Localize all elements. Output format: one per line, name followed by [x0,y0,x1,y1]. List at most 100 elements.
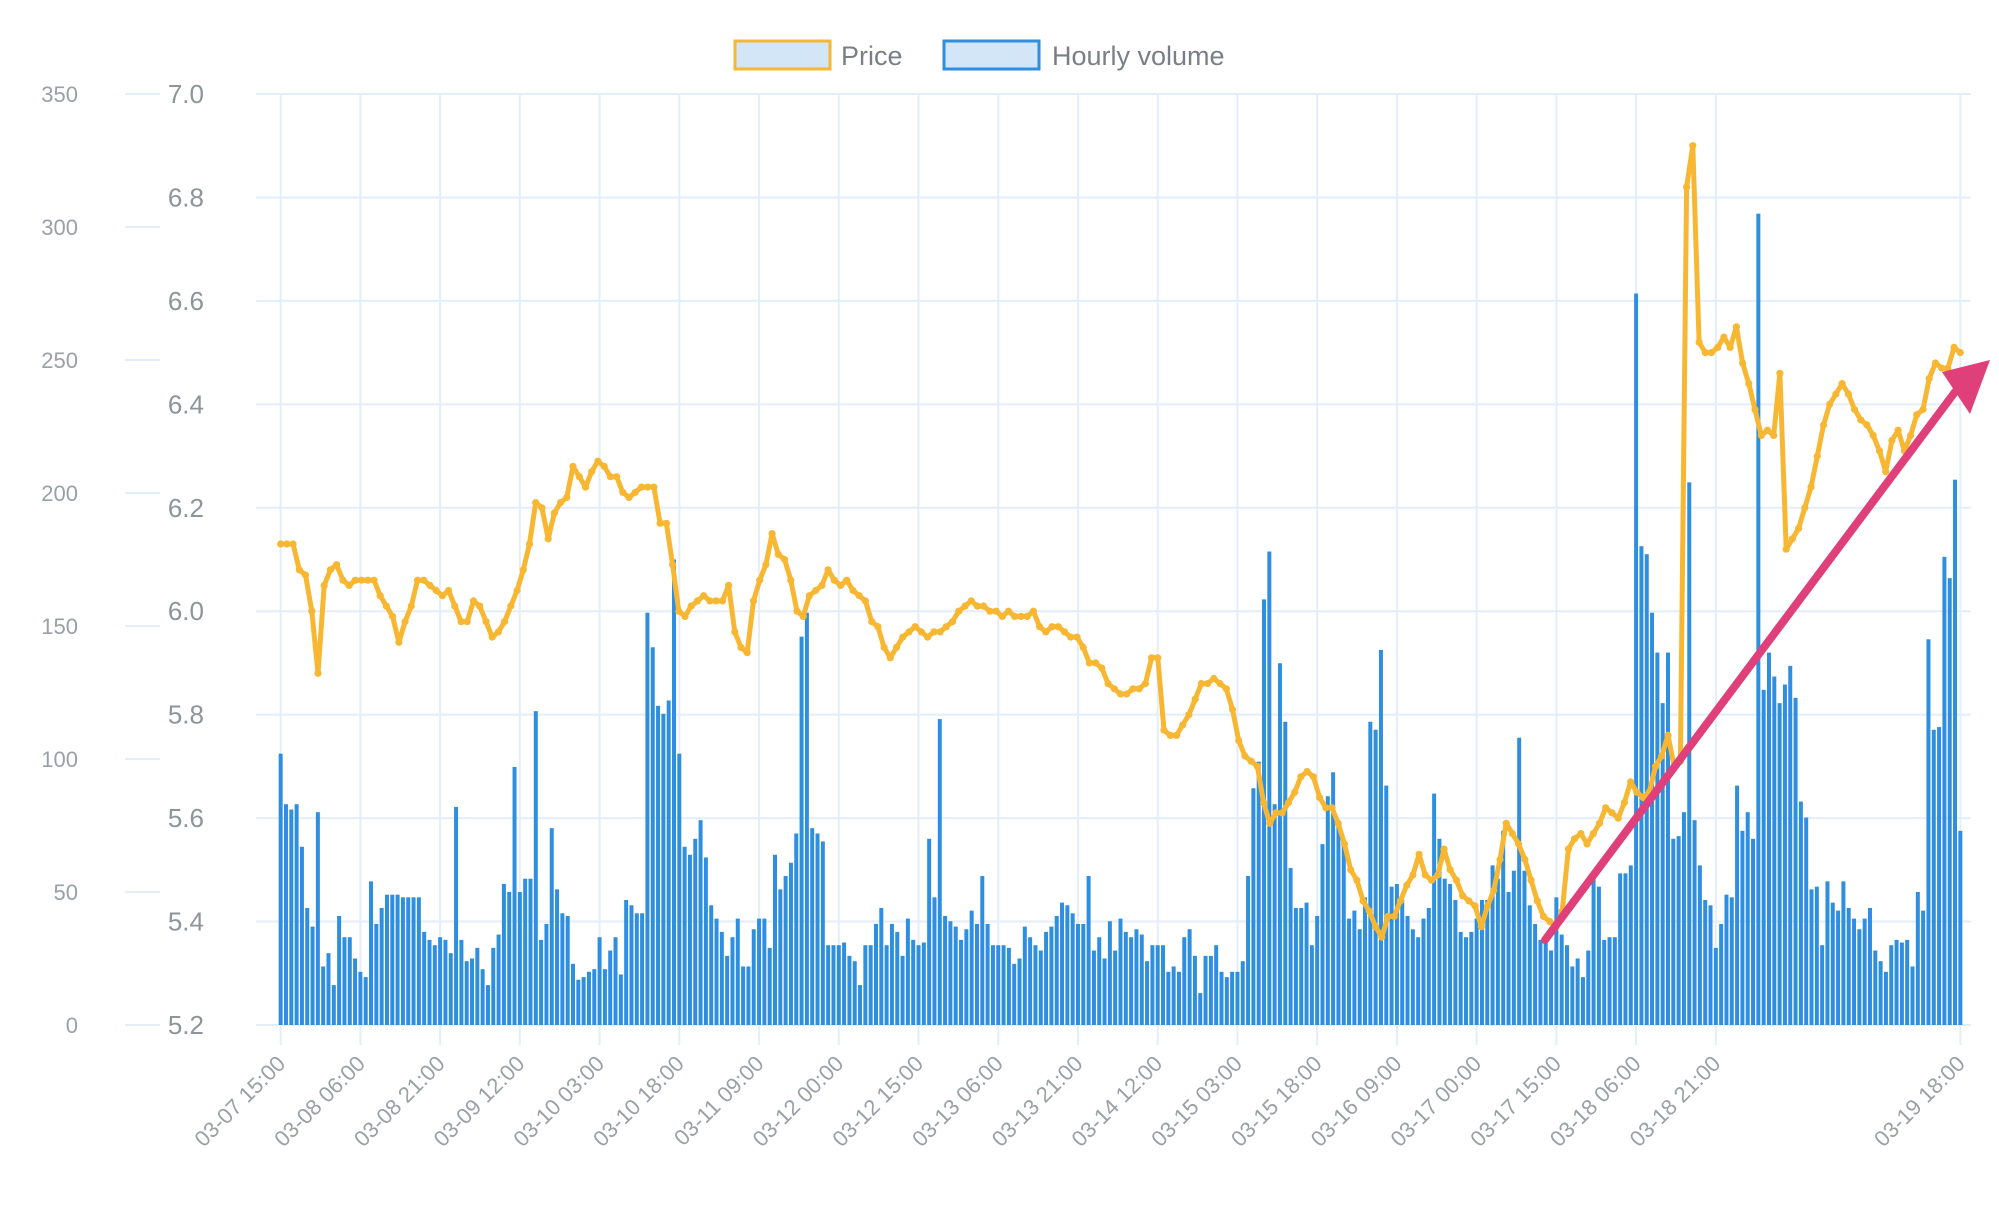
price-point [1701,349,1709,357]
volume-bar [1006,947,1011,1025]
volume-bar [1517,737,1522,1025]
volume-bar [358,971,363,1025]
volume-bar [555,889,560,1025]
price-point [1415,850,1423,858]
volume-bar [512,766,517,1025]
volume-bar [581,977,586,1025]
price-point [874,623,882,631]
price-point [1533,897,1541,905]
price-point [731,628,739,636]
price-point [1583,840,1591,848]
volume-bar [1394,884,1399,1025]
volume-bar [810,828,815,1025]
volume-bar [1086,876,1091,1025]
price-point [781,555,789,564]
volume-bar [416,897,421,1025]
volume-bar [427,939,432,1025]
price-point [1241,752,1249,760]
price-point [376,592,384,600]
price-point [1508,830,1516,838]
price-point [1813,452,1821,460]
volume-bar [1804,817,1809,1025]
y-right-tick-label: 6.6 [168,286,204,316]
price-point [1322,804,1330,812]
volume-bar [411,897,416,1025]
volume-bar [1809,889,1814,1025]
y-left-tick-label: 150 [41,614,78,639]
volume-bar [1751,838,1756,1025]
volume-bar [1097,937,1102,1025]
price-point [401,618,409,626]
volume-bar [937,719,942,1025]
volume-bar [868,945,873,1025]
volume-bar [1628,865,1633,1025]
price-point [1260,799,1268,807]
price-point [600,462,608,470]
volume-bar [1176,971,1181,1025]
volume-bar [1432,793,1437,1025]
volume-bar [650,647,655,1025]
volume-bar [560,913,565,1025]
price-point [581,483,590,491]
volume-bar [1650,612,1655,1025]
volume-bar [278,753,283,1025]
volume-bar [1554,897,1559,1025]
volume-bar [1453,899,1458,1025]
volume-bar [762,918,767,1025]
price-point [1316,793,1324,802]
price-point [1539,912,1548,921]
volume-bar [985,923,990,1025]
volume-bar [1676,836,1681,1025]
volume-bar [826,945,831,1025]
price-point [345,581,353,590]
volume-bar [959,939,964,1025]
volume-bar [1538,939,1543,1025]
volume-bar [804,612,809,1025]
price-point [1011,612,1019,621]
price-point [1166,731,1174,740]
volume-bar [1251,788,1256,1025]
price-point [569,462,577,470]
volume-bar [299,846,304,1025]
volume-bar [1203,955,1208,1025]
price-point [1216,680,1224,688]
volume-bar [1591,878,1596,1025]
price-point [1390,912,1398,921]
price-point [1869,431,1877,439]
legend-item-price[interactable]: Price [733,39,903,71]
price-point [1210,674,1218,683]
volume-bar [1347,918,1352,1025]
volume-bar [916,945,921,1025]
legend-item-volume[interactable]: Hourly volume [942,39,1225,71]
volume-bar [1416,937,1421,1025]
legend-swatch-volume [942,39,1041,71]
volume-bar [1522,870,1527,1025]
price-point [793,607,801,615]
price-point [805,592,814,600]
volume-bar [1495,878,1500,1025]
volume-bar [432,945,437,1025]
price-point [1757,431,1765,439]
price-point [625,493,633,501]
price-point [700,592,708,600]
price-point [644,483,652,491]
volume-bar [1357,929,1362,1025]
price-point [494,628,502,636]
volume-bar [741,966,746,1025]
volume-bar [1373,729,1378,1025]
volume-bar [1490,865,1495,1025]
price-point [662,519,671,527]
price-point [1819,421,1828,429]
price-point [1197,680,1205,688]
volume-bar [895,931,900,1025]
price-point [892,643,901,652]
volume-bar [438,937,443,1025]
y-right-tick-label: 6.8 [168,182,204,212]
price-point [1042,628,1050,636]
price-point [1689,142,1697,150]
volume-bar [1304,902,1309,1025]
volume-bar [1187,929,1192,1025]
price-point [501,618,509,626]
price-point [407,602,415,610]
volume-bar [454,806,459,1025]
